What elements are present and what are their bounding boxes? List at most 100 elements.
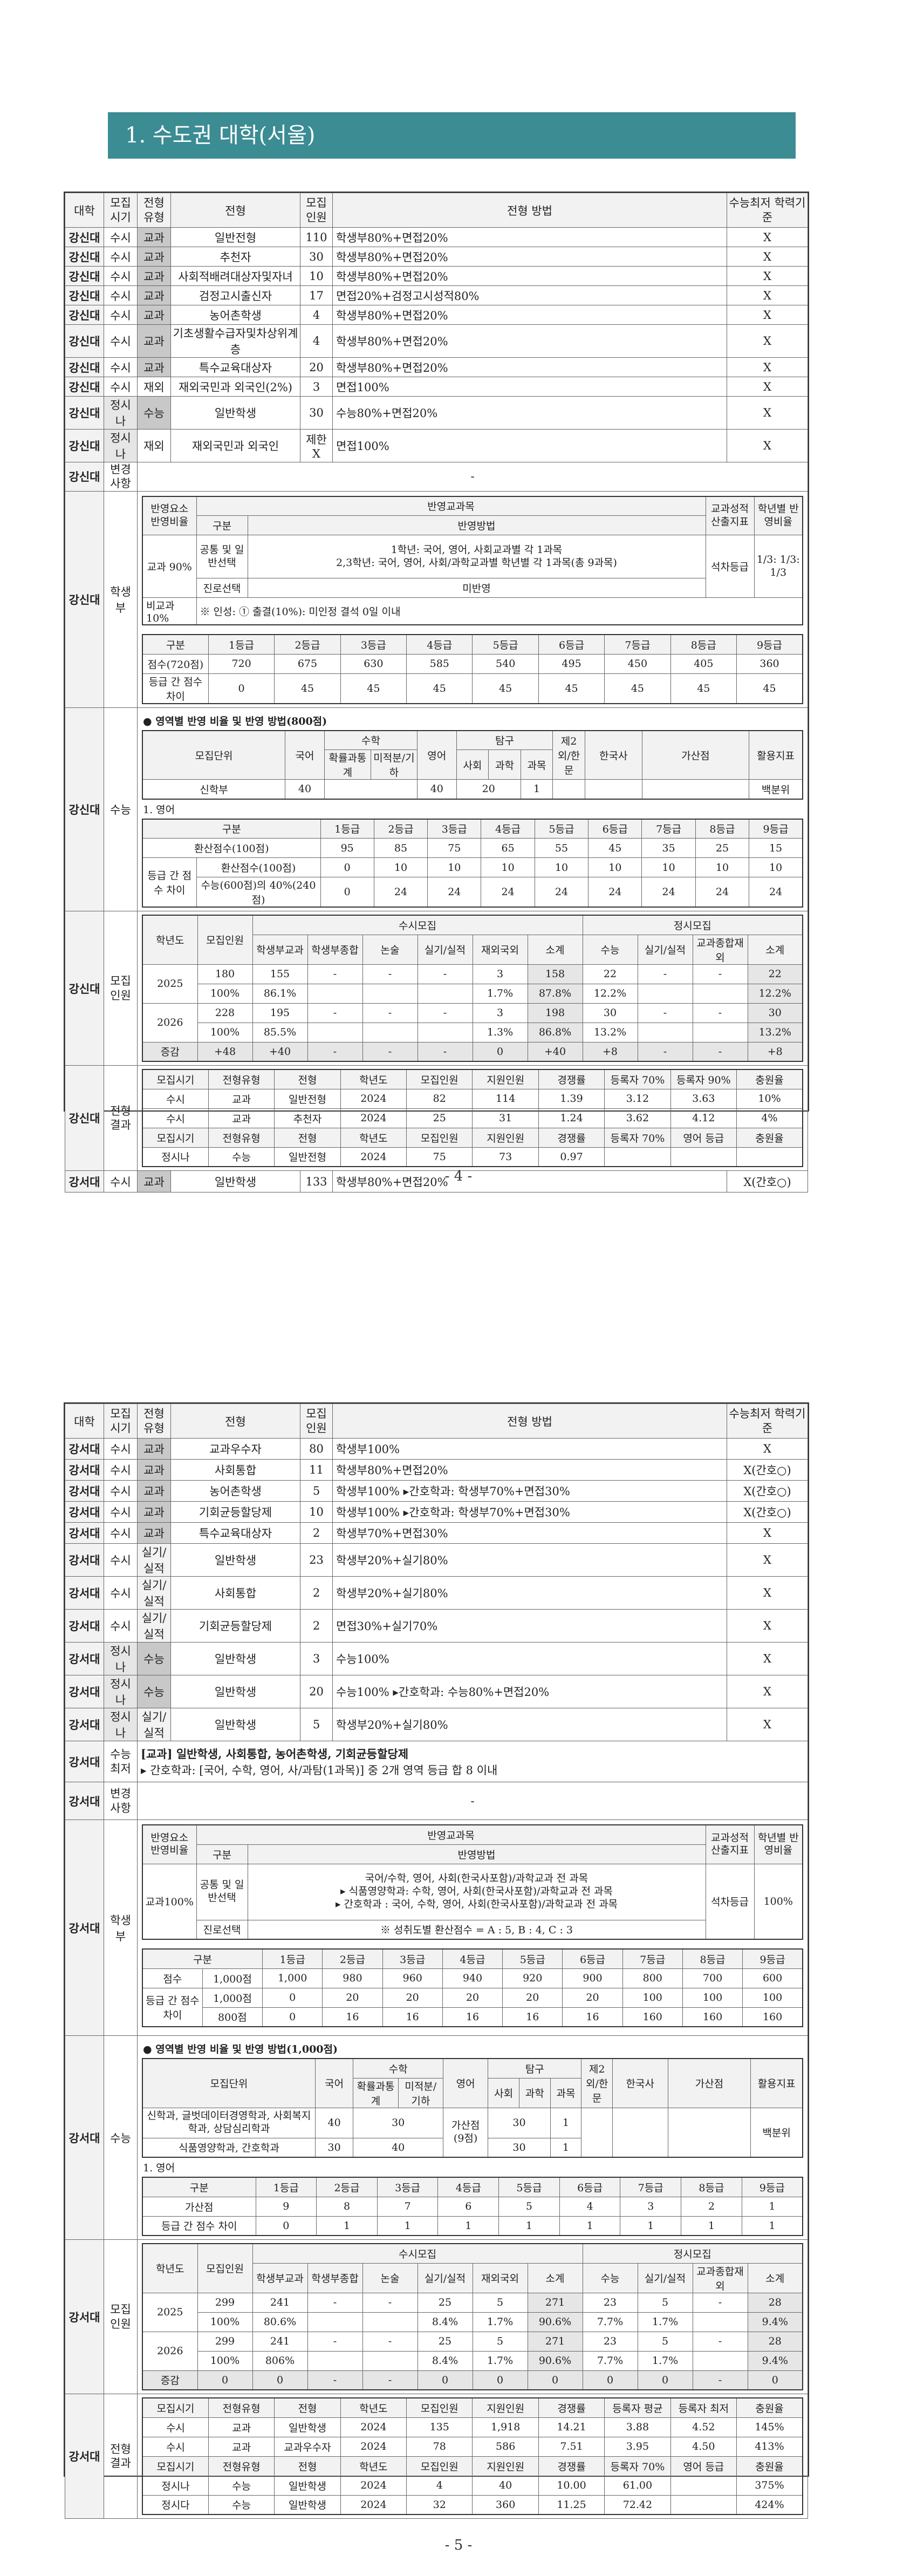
grid-cell: 24 bbox=[373, 877, 428, 908]
jeongsi-val: 5 bbox=[637, 2292, 693, 2313]
grade-ratio: 1/3: 1/3: 1/3 bbox=[754, 535, 803, 598]
grid-cell: 2024 bbox=[340, 2417, 407, 2437]
susi-val: 158 bbox=[527, 964, 583, 984]
min-cell: X bbox=[727, 1675, 808, 1708]
type-cell: 실기/실적 bbox=[137, 1609, 171, 1643]
quota-cell: 제한X bbox=[300, 429, 333, 462]
grid-cell: 3.12 bbox=[604, 1088, 671, 1109]
r1-text2: ▸ 식품영양학과: 수학, 영어, 사회(한국사포함)/과학교과 전 과목 bbox=[340, 1885, 613, 1898]
grid-cell bbox=[670, 2495, 737, 2515]
table-row: 강신대 수시 교과 특수교육대상자 20 학생부80%+면접20% X bbox=[65, 357, 808, 377]
diff-val: - bbox=[307, 2370, 363, 2390]
susi-val: - bbox=[307, 2331, 363, 2352]
grid-cell: 3.88 bbox=[604, 2417, 671, 2437]
quota-cell: 10 bbox=[300, 1501, 333, 1523]
eng: 40 bbox=[416, 779, 457, 799]
susi-pct bbox=[307, 1022, 363, 1042]
grid-cell bbox=[670, 2475, 737, 2496]
grid-cell: 1,000점 bbox=[202, 1987, 263, 2008]
name-cell: 일반학생 bbox=[170, 1642, 300, 1675]
method-cell: 수능100% bbox=[332, 1642, 727, 1675]
h-eng: 영어 bbox=[442, 2058, 489, 2108]
jeongsi-pct: 1.7% bbox=[637, 2350, 693, 2371]
h-use: 활용지표 bbox=[750, 2058, 803, 2108]
grid-cell: 85 bbox=[373, 838, 428, 858]
quota: 228 bbox=[197, 1003, 253, 1023]
col-header: 1등급 bbox=[320, 819, 374, 839]
table-row: 강신대 수시 교과 검정고시출신자 17 면접20%+검정고시성적80% X bbox=[65, 285, 808, 305]
jeongsi-val: - bbox=[692, 964, 748, 984]
other-ratio: 비교과 10% bbox=[142, 597, 197, 625]
grid-cell: 일반학생 bbox=[274, 2495, 341, 2515]
diff-val: - bbox=[362, 2370, 418, 2390]
grid-cell: 145% bbox=[736, 2417, 803, 2437]
name-cell: 일반학생 bbox=[170, 1170, 300, 1192]
method-cell: 학생부20%+실기80% bbox=[332, 1708, 727, 1741]
page-number: - 4 - bbox=[444, 1168, 473, 1184]
susi-pct bbox=[362, 2312, 418, 2332]
grid-cell: 20 bbox=[382, 1987, 443, 2008]
grid-cell: 800점 bbox=[202, 2007, 263, 2027]
grid-row: 점수(720점) 720 675 630 585 540 495 450 405 360 bbox=[142, 653, 803, 674]
table-row: 강서대 수시 실기/실적 기회균등할당제 2 면접30%+실기70% X bbox=[65, 1609, 808, 1643]
jeongsi-val: 23 bbox=[582, 2292, 638, 2313]
jeongsi-val: - bbox=[637, 964, 693, 984]
header-name: 전형 bbox=[170, 193, 300, 228]
col-header: 지원인원 bbox=[472, 2397, 539, 2418]
period-cell: 수시 bbox=[104, 266, 138, 286]
grid-cell: 20 bbox=[502, 1987, 563, 2008]
col-header: 7등급 bbox=[604, 634, 671, 655]
jeongsi-val: 23 bbox=[582, 2331, 638, 2352]
grid-cell: 20 bbox=[562, 1987, 623, 2008]
col-header: 모집시기 bbox=[142, 2397, 209, 2418]
period-cell: 수시 bbox=[104, 1459, 138, 1481]
eng-title: 1. 영어 bbox=[143, 2162, 175, 2174]
grid-cell: 1 bbox=[620, 2216, 682, 2236]
grid-cell: 20 bbox=[322, 1987, 383, 2008]
period-cell: 수시 bbox=[104, 305, 138, 325]
type-cell: 교과 bbox=[137, 1480, 171, 1502]
jeongsi-pct bbox=[692, 983, 748, 1004]
h-soc: 사회 bbox=[488, 2077, 519, 2108]
year: 2026 bbox=[142, 1003, 198, 1042]
period-cell: 수시 bbox=[104, 1609, 138, 1643]
hak-row: 강서대 학생부 반영요소 반영비율 반영교과목 교과성적 산출지표 학년별 반영비율 … bbox=[65, 1819, 808, 2036]
h-grade: 학년별 반영비율 bbox=[754, 1824, 803, 1864]
diff-label: 증감 bbox=[142, 1041, 198, 1062]
grid-cell: 2024 bbox=[340, 2495, 407, 2515]
quota-cell: 17 bbox=[300, 285, 333, 305]
grid-cell: 720 bbox=[208, 653, 275, 674]
grid-cell: 540 bbox=[472, 653, 539, 674]
h-gubun: 구분 bbox=[196, 515, 248, 535]
grid-cell: 45 bbox=[274, 673, 341, 704]
susi-pct: 87.8% bbox=[527, 983, 583, 1004]
univ-cell: 강신대 bbox=[65, 462, 104, 492]
header-univ: 대학 bbox=[65, 193, 104, 228]
col-header: 전형 bbox=[274, 1069, 341, 1089]
col-header: 7등급 bbox=[620, 2177, 682, 2197]
jeongsi-pct: 12.2% bbox=[747, 983, 803, 1004]
result-row: 강신대 전형 결과 모집시기 전형유형 전형 학년도 모집인원 지원인원 경쟁률 등록자 70… bbox=[65, 1065, 808, 1171]
grid-cell: 0 bbox=[262, 2007, 323, 2027]
result-row: 수시 교과 추천자 2024 25 31 1.24 3.62 4.12 4% bbox=[142, 1108, 803, 1128]
grid-cell: 4% bbox=[736, 1108, 803, 1128]
table-row: 강신대 수시 교과 기초생활수급자및차상위계층 4 학생부80%+면접20% X bbox=[65, 324, 808, 358]
grid-cell: 교과 bbox=[208, 1088, 275, 1109]
type-cell: 교과 bbox=[137, 1501, 171, 1523]
grid-cell: 45 bbox=[588, 838, 642, 858]
grid-cell: 1.24 bbox=[538, 1108, 605, 1128]
header-period: 모집 시기 bbox=[104, 1403, 138, 1439]
univ-cell: 강신대 bbox=[65, 357, 104, 377]
h-inq: 탐구 bbox=[488, 2058, 582, 2078]
jeongsi-val: 5 bbox=[637, 2331, 693, 2352]
suneung-row: 강신대 수능 ● 영역별 반영 비율 및 반영 방법(800점) 모집단위 국어 수… bbox=[65, 707, 808, 911]
diff-val: 0 bbox=[747, 2370, 803, 2390]
jeongsi-pct: 9.4% bbox=[747, 2350, 803, 2371]
grid-cell: 675 bbox=[274, 653, 341, 674]
susi-val: 3 bbox=[472, 1003, 528, 1023]
grid-cell: 0 bbox=[208, 673, 275, 704]
jeongsi-val: 30 bbox=[582, 1003, 638, 1023]
quota-cell: 11 bbox=[300, 1459, 333, 1481]
name-cell: 기회균등할당제 bbox=[170, 1609, 300, 1643]
min-cell: X bbox=[727, 1543, 808, 1577]
